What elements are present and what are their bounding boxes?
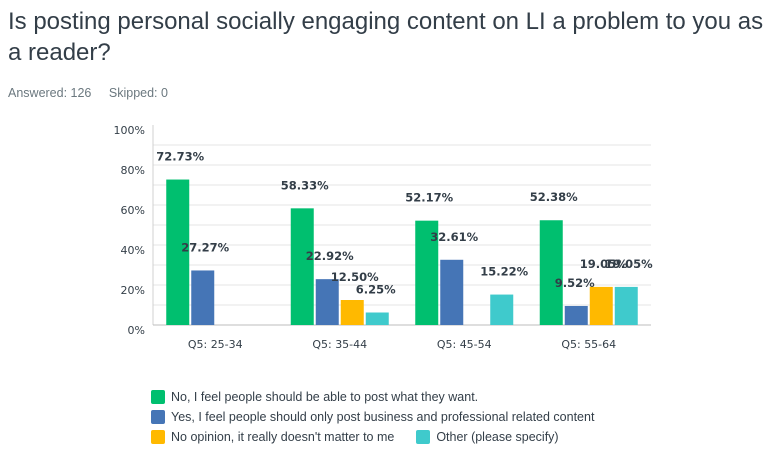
bar: [490, 294, 514, 325]
legend-swatch: [416, 430, 431, 444]
y-tick-label: 80%: [121, 164, 145, 177]
legend-item[interactable]: No opinion, it really doesn't matter to …: [151, 430, 394, 444]
data-label: 32.61%: [430, 230, 478, 244]
data-label: 58.33%: [281, 178, 329, 192]
bar-chart: 0% 20% 40% 60% 80% 100% 72.73% 27.27% Q5: 25-34 5…: [114, 124, 654, 351]
legend-label: No, I feel people should be able to post…: [171, 390, 479, 404]
response-stats: Answered: 126 Skipped: 0: [8, 86, 182, 100]
data-label: 19.05%: [580, 257, 628, 271]
bar: [365, 312, 389, 325]
legend-item[interactable]: Yes, I feel people should only post busi…: [151, 410, 594, 424]
bar: [166, 179, 190, 325]
bar: [191, 270, 215, 325]
data-label: 12.50%: [331, 270, 379, 284]
legend-swatch: [151, 430, 165, 444]
x-tick-label: Q5: 55-64: [561, 338, 616, 351]
x-tick-label: Q5: 45-54: [437, 338, 492, 351]
bar: [315, 279, 339, 325]
legend-item[interactable]: Other (please specify): [416, 430, 559, 444]
data-label: 6.25%: [356, 283, 396, 297]
bar: [440, 259, 464, 325]
chart-legend: No, I feel people should be able to post…: [151, 387, 616, 447]
bar: [340, 300, 364, 325]
bar: [539, 220, 563, 325]
legend-swatch: [151, 390, 165, 404]
legend-label: Other (please specify): [436, 430, 559, 444]
y-tick-label: 0%: [128, 324, 145, 337]
legend-label: Yes, I feel people should only post busi…: [171, 410, 595, 424]
answered-count: Answered: 126: [8, 86, 92, 100]
skipped-count: Skipped: 0: [108, 86, 168, 100]
bar: [564, 305, 588, 325]
data-label: 19.05%: [605, 257, 653, 271]
data-label: 52.17%: [405, 191, 453, 205]
data-label: 22.92%: [306, 249, 354, 263]
data-label: 15.22%: [480, 265, 528, 279]
data-label: 72.73%: [156, 150, 204, 164]
legend-item[interactable]: No, I feel people should be able to post…: [151, 390, 478, 404]
y-tick-label: 40%: [121, 244, 145, 257]
x-tick-label: Q5: 25-34: [188, 338, 243, 351]
data-label: 9.52%: [555, 276, 595, 290]
bar: [589, 286, 613, 325]
bar: [614, 286, 638, 325]
data-label: 52.38%: [530, 190, 578, 204]
y-tick-label: 60%: [121, 204, 145, 217]
y-tick-label: 100%: [114, 124, 145, 137]
question-title: Is posting personal socially engaging co…: [8, 8, 764, 66]
bar: [415, 220, 439, 325]
bar: [290, 208, 314, 325]
legend-swatch: [151, 410, 165, 424]
data-label: 27.27%: [181, 240, 229, 254]
y-tick-label: 20%: [121, 284, 145, 297]
x-tick-label: Q5: 35-44: [312, 338, 367, 351]
legend-label: No opinion, it really doesn't matter to …: [171, 430, 395, 444]
